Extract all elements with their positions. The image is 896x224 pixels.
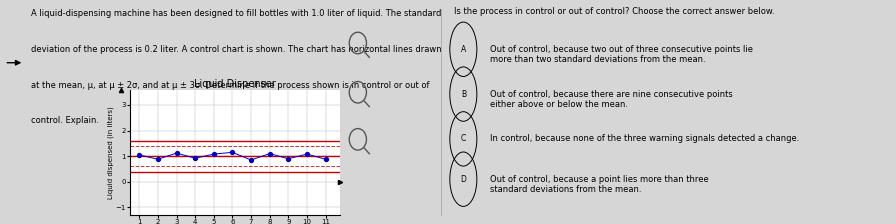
- Text: Out of control, because a point lies more than three
standard deviations from th: Out of control, because a point lies mor…: [490, 175, 709, 194]
- Text: Is the process in control or out of control? Choose the correct answer below.: Is the process in control or out of cont…: [454, 7, 775, 16]
- Text: Out of control, because two out of three consecutive points lie
more than two st: Out of control, because two out of three…: [490, 45, 754, 64]
- Text: B: B: [461, 90, 466, 99]
- Title: Liquid Dispenser: Liquid Dispenser: [194, 79, 276, 89]
- Text: A: A: [461, 45, 466, 54]
- Text: C: C: [461, 134, 466, 143]
- Text: Out of control, because there are nine consecutive points
either above or below : Out of control, because there are nine c…: [490, 90, 733, 109]
- Text: deviation of the process is 0.2 liter. A control chart is shown. The chart has h: deviation of the process is 0.2 liter. A…: [30, 45, 442, 54]
- Y-axis label: Liquid dispensed (in liters): Liquid dispensed (in liters): [108, 106, 114, 199]
- Text: D: D: [461, 175, 466, 184]
- Text: A liquid-dispensing machine has been designed to fill bottles with 1.0 liter of : A liquid-dispensing machine has been des…: [30, 9, 441, 18]
- Text: control. Explain.: control. Explain.: [30, 116, 99, 125]
- Text: at the mean, μ, at μ ± 2σ, and at μ ± 3σ. Determine if the process shown is in c: at the mean, μ, at μ ± 2σ, and at μ ± 3σ…: [30, 81, 429, 90]
- Text: In control, because none of the three warning signals detected a change.: In control, because none of the three wa…: [490, 134, 800, 143]
